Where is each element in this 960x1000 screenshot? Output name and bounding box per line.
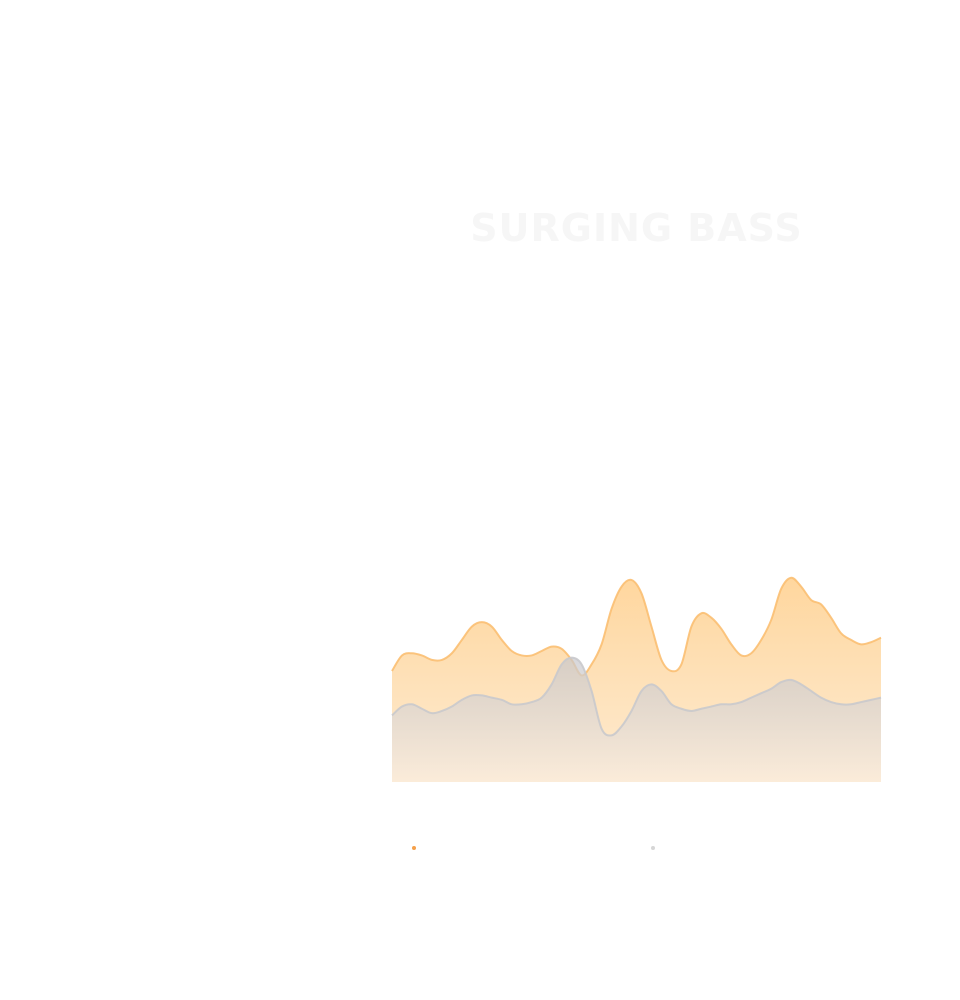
legend-marker-series-1[interactable]: [412, 846, 416, 850]
chart-title: SURGING BASS: [470, 206, 803, 250]
series-2-line[interactable]: [391, 656, 882, 737]
plot-area: [391, 576, 882, 782]
series-1-line[interactable]: [391, 576, 882, 677]
series-2-area[interactable]: [392, 657, 881, 782]
legend-marker-series-2[interactable]: [651, 846, 655, 850]
